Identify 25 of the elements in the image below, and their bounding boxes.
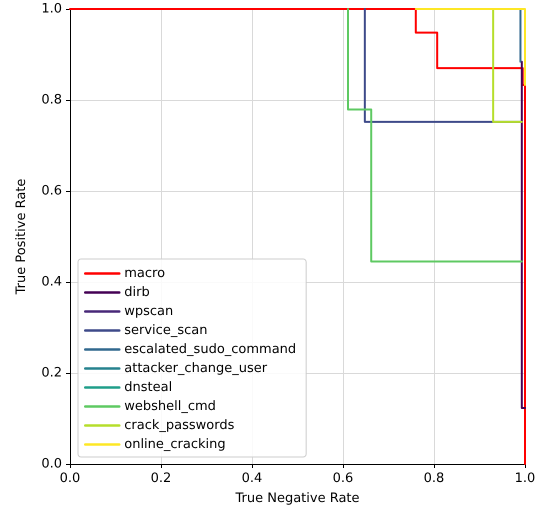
- legend-label: dnsteal: [124, 380, 172, 395]
- y-tick-label: 0.4: [41, 274, 62, 290]
- legend-label: online_cracking: [124, 437, 226, 452]
- x-axis-title: True Negative Rate: [234, 491, 360, 506]
- legend-label: attacker_change_user: [124, 361, 268, 376]
- legend-label: dirb: [124, 285, 150, 300]
- y-tick-label: 0.8: [41, 92, 62, 108]
- y-axis-title: True Positive Rate: [14, 178, 29, 296]
- y-tick-label: 1.0: [41, 2, 62, 16]
- y-tick-label: 0.0: [41, 456, 62, 472]
- x-tick-label: 0.0: [60, 471, 80, 486]
- x-tick-label: 1.0: [514, 471, 536, 486]
- legend-label: wpscan: [124, 304, 174, 319]
- legend-label: escalated_sudo_command: [124, 342, 296, 357]
- y-tick-label: 0.6: [41, 184, 62, 198]
- x-tick-label: 0.6: [332, 471, 354, 486]
- legend-label: crack_passwords: [124, 418, 235, 433]
- y-tick-label: 0.2: [41, 366, 62, 380]
- legend-label: macro: [124, 266, 166, 281]
- line-series: [69, 8, 526, 465]
- x-tick-label: 0.4: [242, 471, 262, 486]
- x-tick-label: 0.8: [424, 471, 444, 486]
- legend-label: service_scan: [124, 323, 208, 338]
- legend-label: webshell_cmd: [124, 399, 216, 414]
- x-tick-label: 0.2: [150, 471, 172, 486]
